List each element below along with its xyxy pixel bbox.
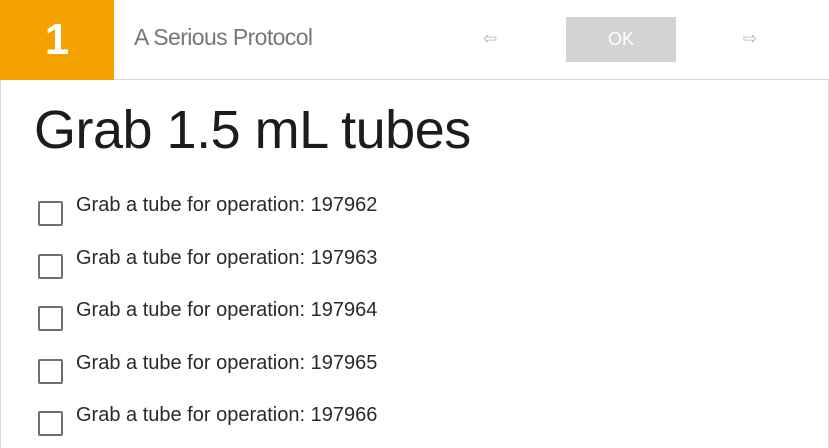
checklist-item[interactable]: Grab a tube for operation: 197965 xyxy=(38,343,377,396)
checklist-item[interactable]: Grab a tube for operation: 197964 xyxy=(38,290,377,343)
checklist: Grab a tube for operation: 197962 Grab a… xyxy=(38,185,377,448)
previous-arrow-icon[interactable]: ⇦ xyxy=(482,29,498,49)
checklist-item-label: Grab a tube for operation: 197966 xyxy=(76,404,378,427)
checklist-item[interactable]: Grab a tube for operation: 197966 xyxy=(38,395,377,448)
checkbox[interactable] xyxy=(38,411,63,437)
checkbox[interactable] xyxy=(38,306,63,332)
step-number-badge: 1 xyxy=(0,0,114,80)
checklist-item-label: Grab a tube for operation: 197963 xyxy=(76,246,378,269)
content-left-border xyxy=(0,80,1,448)
checkbox[interactable] xyxy=(38,358,63,384)
checklist-item[interactable]: Grab a tube for operation: 197963 xyxy=(38,238,377,291)
ok-button[interactable]: OK xyxy=(566,17,676,62)
header-bar: 1 A Serious Protocol ⇦ OK ⇨ xyxy=(0,0,829,80)
checklist-item[interactable]: Grab a tube for operation: 197962 xyxy=(38,185,377,238)
checklist-item-label: Grab a tube for operation: 197962 xyxy=(76,194,378,217)
checklist-item-label: Grab a tube for operation: 197965 xyxy=(76,351,378,374)
next-arrow-icon[interactable]: ⇨ xyxy=(742,29,758,49)
step-title: Grab 1.5 mL tubes xyxy=(34,100,471,160)
checkbox[interactable] xyxy=(38,201,63,227)
checkbox[interactable] xyxy=(38,253,63,279)
checklist-item-label: Grab a tube for operation: 197964 xyxy=(76,299,378,322)
protocol-title: A Serious Protocol xyxy=(134,24,313,50)
